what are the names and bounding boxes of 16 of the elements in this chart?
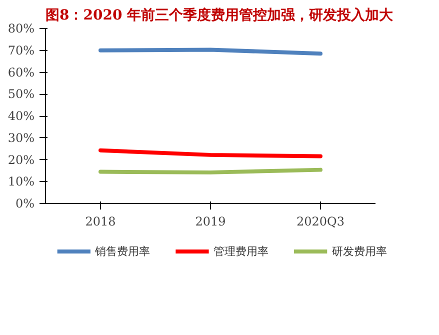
legend-label: 研发费用率 (332, 245, 387, 258)
legend-label: 销售费用率 (94, 245, 150, 258)
legend-label: 管理费用率 (214, 245, 269, 258)
y-tick-label: 30% (8, 130, 34, 145)
x-tick-label: 2020Q3 (296, 214, 345, 228)
y-tick-label: 80% (8, 22, 34, 36)
x-tick-label: 2019 (195, 214, 226, 228)
y-tick-label: 70% (8, 43, 34, 58)
chart-title: 图8：2020 年前三个季度费用管控加强，研发投入加大 (46, 6, 394, 24)
x-tick-label: 2018 (85, 214, 116, 228)
y-tick-label: 20% (8, 152, 34, 167)
y-tick-label: 40% (8, 109, 34, 123)
y-tick-label: 60% (8, 65, 34, 80)
y-tick-label: 50% (8, 87, 34, 102)
y-tick-label: 10% (8, 174, 34, 189)
y-tick-label: 0% (15, 196, 35, 210)
